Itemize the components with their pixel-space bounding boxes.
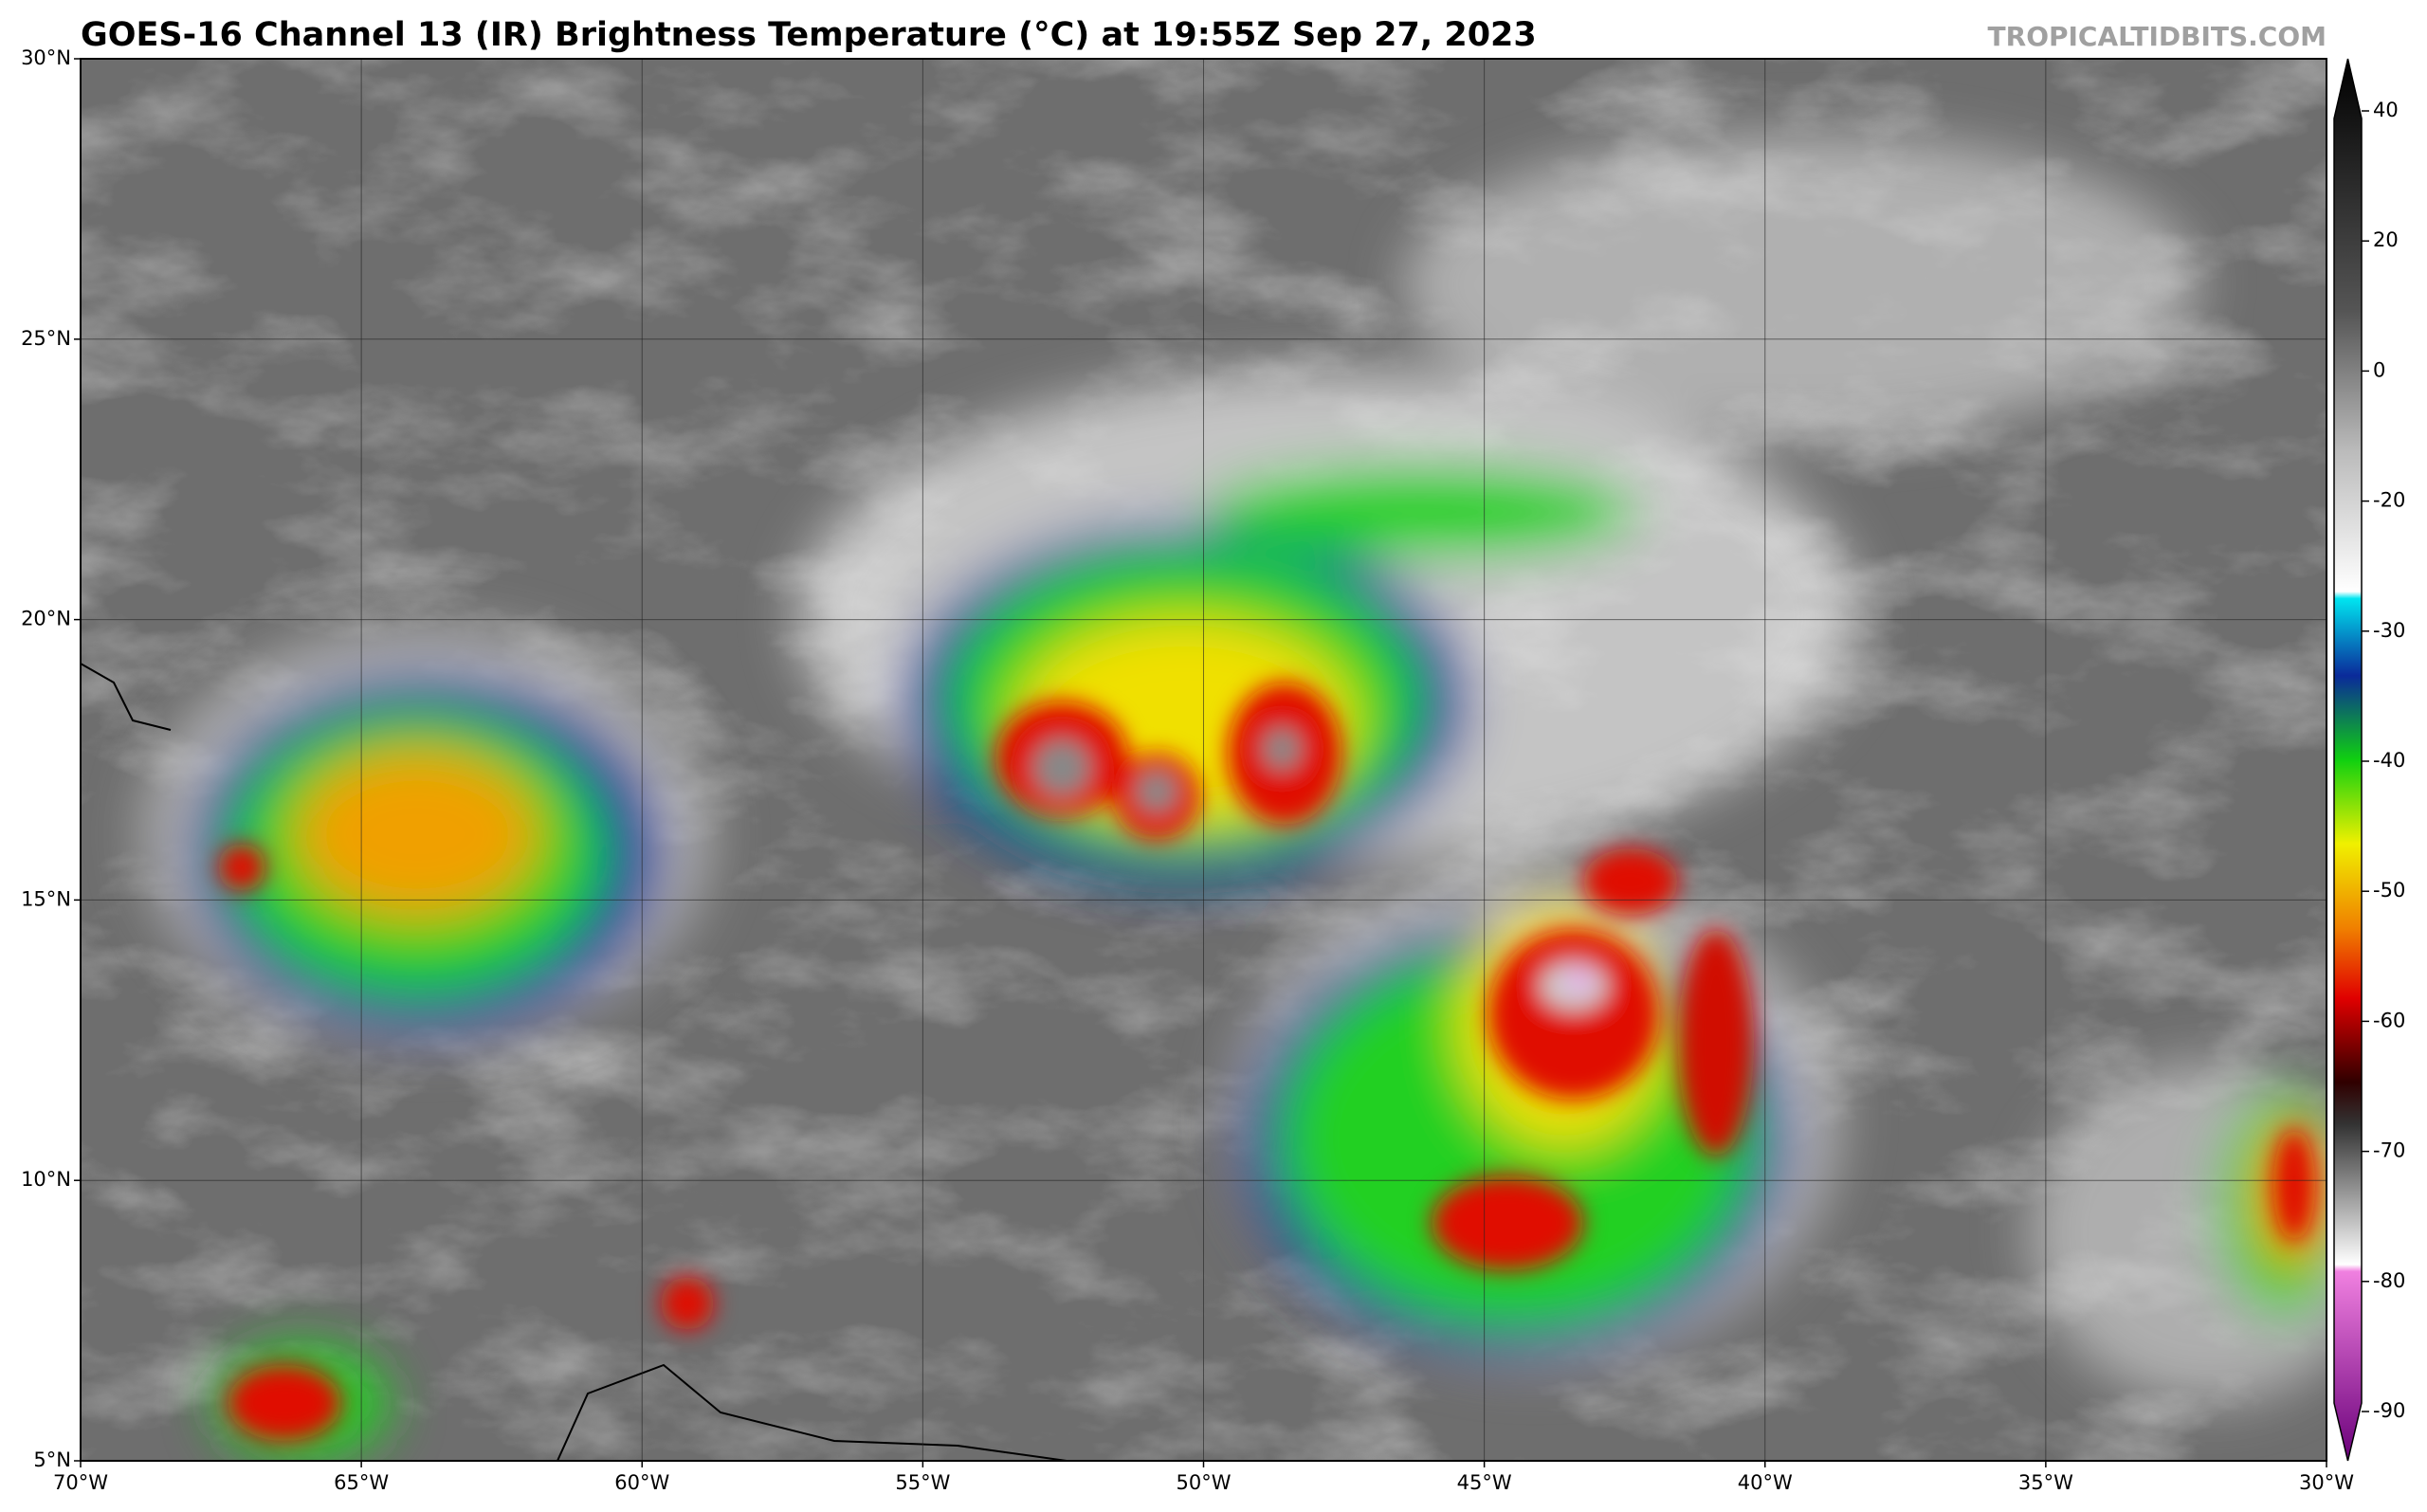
y-tick-label: 10°N <box>21 1168 71 1191</box>
y-tick-label: 15°N <box>21 887 71 910</box>
x-tick-label: 45°W <box>1457 1471 1512 1494</box>
y-tick-label: 20°N <box>21 608 71 630</box>
coastline <box>81 663 172 731</box>
colorbar-label: 0 <box>2373 358 2385 381</box>
y-tick-label: 30°N <box>21 46 71 69</box>
x-tick-label: 65°W <box>334 1471 389 1494</box>
colorbar-label: 20 <box>2373 228 2399 251</box>
x-tick-label: 40°W <box>1738 1471 1793 1494</box>
x-tick-label: 60°W <box>614 1471 669 1494</box>
colorbar-label: -30 <box>2373 619 2405 642</box>
colorbar <box>2333 58 2363 1462</box>
colorbar-label: -50 <box>2373 879 2405 902</box>
x-tick-label: 55°W <box>895 1471 950 1494</box>
colorbar-label: -80 <box>2373 1269 2405 1292</box>
watermark: TROPICALTIDBITS.COM <box>1988 21 2327 52</box>
y-tick-label: 5°N <box>33 1448 71 1471</box>
colorbar-label: -90 <box>2373 1399 2405 1422</box>
x-tick-label: 35°W <box>2018 1471 2073 1494</box>
title: GOES-16 Channel 13 (IR) Brightness Tempe… <box>81 16 1537 54</box>
x-tick-label: 70°W <box>53 1471 108 1494</box>
colorbar-label: -40 <box>2373 749 2405 772</box>
colorbar-label: -70 <box>2373 1139 2405 1162</box>
colorbar-label: -60 <box>2373 1009 2405 1031</box>
y-tick-label: 25°N <box>21 327 71 350</box>
colorbar-label: 40 <box>2373 99 2399 121</box>
colorbar-label: -20 <box>2373 489 2405 512</box>
x-tick-label: 30°W <box>2299 1471 2354 1494</box>
x-tick-label: 50°W <box>1177 1471 1232 1494</box>
imagery <box>81 59 2327 1461</box>
coastline <box>557 1363 1068 1461</box>
